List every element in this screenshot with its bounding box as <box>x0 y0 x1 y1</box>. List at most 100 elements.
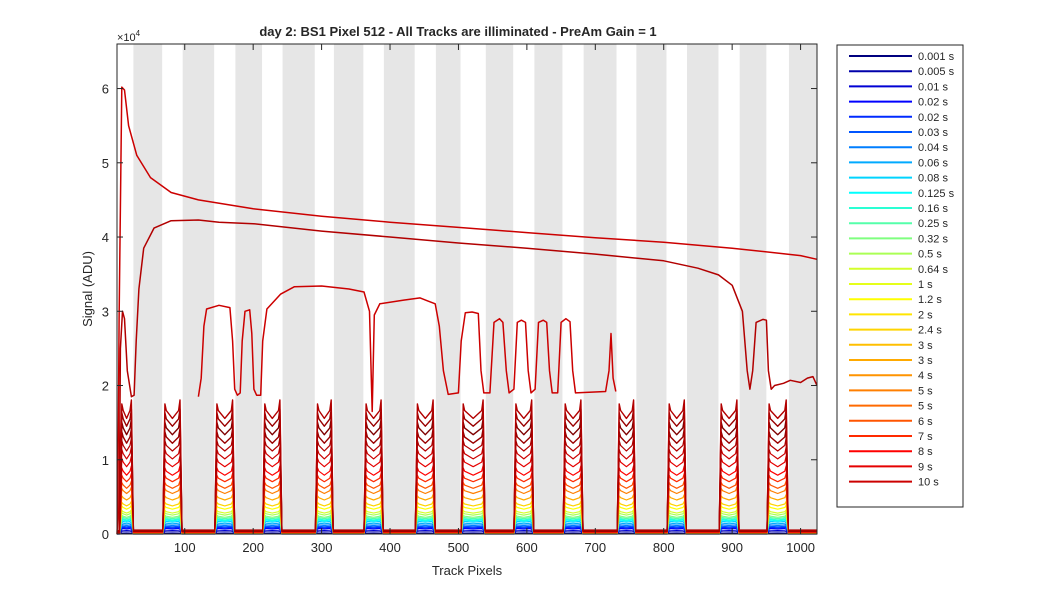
legend-item: 0.64 s <box>849 264 948 276</box>
legend-label: 8 s <box>918 446 933 458</box>
legend-item: 0.25 s <box>849 218 948 230</box>
legend-label: 0.5 s <box>918 249 942 261</box>
y-tick-label: 2 <box>102 379 109 394</box>
legend-label: 2.4 s <box>918 325 942 337</box>
plot-frame <box>116 43 818 535</box>
legend-label: 0.08 s <box>918 173 948 185</box>
y-tick-label: 4 <box>102 230 109 245</box>
legend: 0.001 s 0.005 s 0.01 s 0.02 s 0.02 s 0.03 s 0.… <box>836 44 964 508</box>
x-tick-label: 500 <box>448 540 470 555</box>
y-exponent-label: ×104 <box>117 29 141 44</box>
legend-item: 0.16 s <box>849 203 948 215</box>
legend-label: 3 s <box>918 355 933 367</box>
y-exponent-power: 4 <box>136 29 141 38</box>
legend-item: 3 s <box>849 340 933 352</box>
legend-item: 3 s <box>849 355 933 367</box>
legend-label: 4 s <box>918 370 933 382</box>
y-tick-label: 1 <box>102 453 109 468</box>
x-axis: 100 200 300 400 500 600 700 800 900 1000 <box>174 44 815 555</box>
legend-label: 0.06 s <box>918 157 948 169</box>
legend-label: 1 s <box>918 279 933 291</box>
legend-label: 0.125 s <box>918 188 955 200</box>
legend-label: 0.25 s <box>918 218 948 230</box>
shaded-band <box>686 44 719 534</box>
shaded-band <box>435 44 461 534</box>
legend-item: 1 s <box>849 279 933 291</box>
shaded-band <box>235 44 263 534</box>
legend-item: 2 s <box>849 309 933 321</box>
legend-items: 0.001 s 0.005 s 0.01 s 0.02 s 0.02 s 0.03 s 0.… <box>849 51 955 489</box>
legend-item: 1.2 s <box>849 294 942 306</box>
legend-item: 0.005 s <box>849 66 955 78</box>
y-tick-label: 3 <box>102 304 109 319</box>
y-exponent-base: ×10 <box>117 32 136 44</box>
shaded-band <box>739 44 767 534</box>
legend-label: 7 s <box>918 431 933 443</box>
legend-item: 0.01 s <box>849 81 948 93</box>
legend-item: 9 s <box>849 461 933 473</box>
plot-axes: 100 200 300 400 500 600 700 800 900 1000 0123456 … <box>80 29 818 578</box>
x-tick-label: 700 <box>584 540 606 555</box>
x-tick-label: 300 <box>311 540 333 555</box>
legend-label: 5 s <box>918 401 933 413</box>
legend-item: 5 s <box>849 385 933 397</box>
shaded-band <box>133 44 163 534</box>
legend-item: 5 s <box>849 401 933 413</box>
shaded-band <box>636 44 667 534</box>
legend-item: 0.32 s <box>849 233 948 245</box>
legend-label: 0.01 s <box>918 81 948 93</box>
legend-label: 5 s <box>918 385 933 397</box>
shaded-band <box>485 44 514 534</box>
legend-label: 0.02 s <box>918 97 948 109</box>
shaded-band <box>282 44 315 534</box>
shaded-band <box>534 44 563 534</box>
saturated-curve <box>118 219 818 535</box>
y-axis: 0 1 2 3 4 5 6 <box>102 82 817 542</box>
shaded-band <box>788 44 817 534</box>
x-tick-label: 1000 <box>786 540 815 555</box>
legend-label: 0.32 s <box>918 233 948 245</box>
legend-label: 0.03 s <box>918 127 948 139</box>
legend-label: 10 s <box>918 477 939 489</box>
legend-item: 4 s <box>849 370 933 382</box>
legend-item: 0.02 s <box>849 112 948 124</box>
x-tick-label: 600 <box>516 540 538 555</box>
legend-item: 0.5 s <box>849 249 942 261</box>
saturated-curve <box>197 285 617 413</box>
legend-item: 0.125 s <box>849 188 955 200</box>
legend-item: 0.03 s <box>849 127 948 139</box>
legend-item: 0.04 s <box>849 142 948 154</box>
chart-title: day 2: BS1 Pixel 512 - All Tracks are il… <box>259 24 656 39</box>
legend-label: 3 s <box>918 340 933 352</box>
legend-label: 1.2 s <box>918 294 942 306</box>
legend-label: 0.001 s <box>918 51 955 63</box>
x-tick-label: 900 <box>721 540 743 555</box>
y-tick-label: 5 <box>102 156 109 171</box>
x-tick-label: 100 <box>174 540 196 555</box>
legend-label: 0.64 s <box>918 264 948 276</box>
series-line <box>116 399 817 533</box>
x-tick-label: 400 <box>379 540 401 555</box>
y-tick-label: 6 <box>102 82 109 97</box>
x-axis-label: Track Pixels <box>432 563 503 578</box>
legend-item: 10 s <box>849 477 939 489</box>
legend-box <box>836 44 964 508</box>
saturated-curve <box>116 86 818 535</box>
shaded-band <box>583 44 617 534</box>
shaded-bands <box>133 44 817 534</box>
legend-item: 0.06 s <box>849 157 948 169</box>
legend-label: 0.04 s <box>918 142 948 154</box>
legend-item: 8 s <box>849 446 933 458</box>
legend-label: 2 s <box>918 309 933 321</box>
legend-item: 0.001 s <box>849 51 955 63</box>
legend-label: 0.02 s <box>918 112 948 124</box>
x-tick-label: 800 <box>653 540 675 555</box>
shaded-band <box>182 44 215 534</box>
legend-label: 0.005 s <box>918 66 955 78</box>
y-tick-label: 0 <box>102 527 109 542</box>
legend-label: 0.16 s <box>918 203 948 215</box>
legend-label: 9 s <box>918 461 933 473</box>
y-axis-label: Signal (ADU) <box>80 251 95 327</box>
legend-item: 6 s <box>849 416 933 428</box>
